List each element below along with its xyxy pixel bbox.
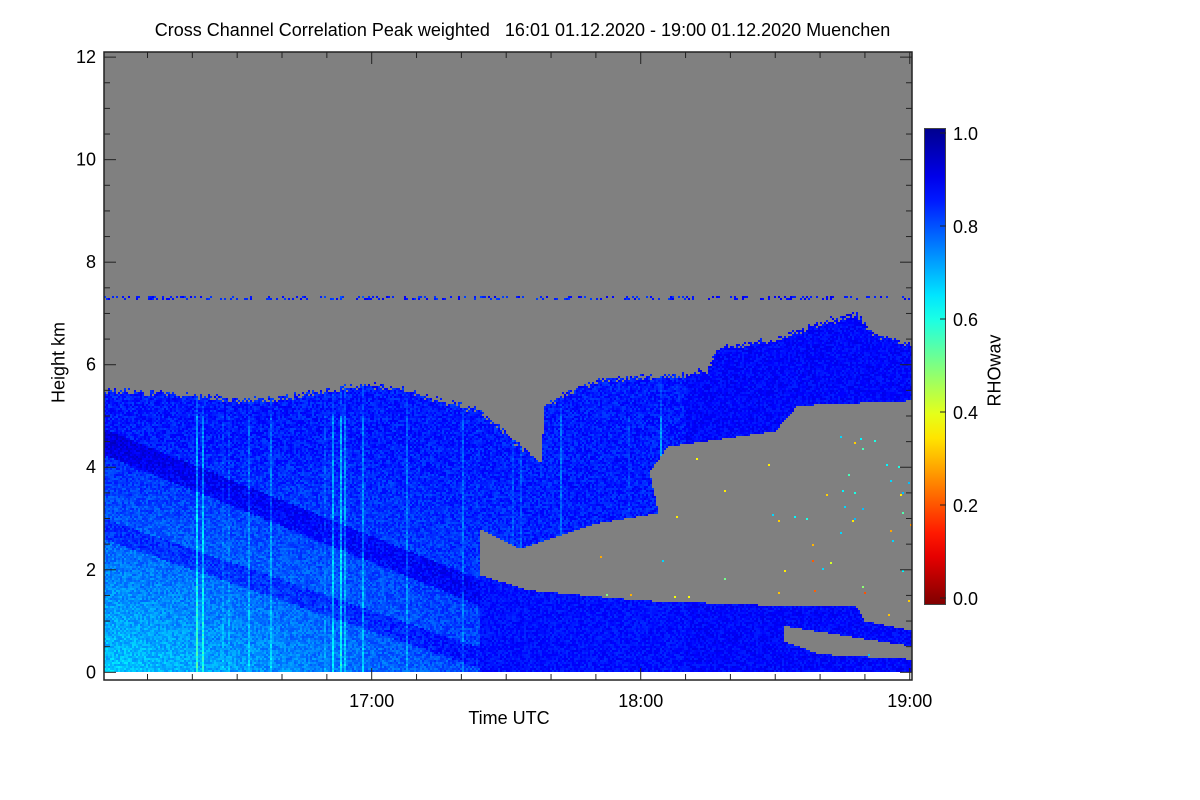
y-axis-label: Height km bbox=[48, 321, 69, 404]
colorbar-tick-label: 0.2 bbox=[953, 496, 978, 516]
colorbar-tick-label: 0.0 bbox=[953, 589, 978, 609]
y-tick-label: 4 bbox=[86, 457, 96, 477]
colorbar bbox=[924, 128, 946, 605]
y-tick-label: 6 bbox=[86, 355, 96, 375]
x-tick-label: 18:00 bbox=[618, 691, 663, 711]
x-axis-label: Time UTC bbox=[468, 708, 550, 728]
colorbar-tick-label: 0.4 bbox=[953, 403, 978, 423]
chart-title: Cross Channel Correlation Peak weighted … bbox=[154, 20, 891, 40]
axes: 17:00 18:00 19:00 0 2 4 6 8 10 12 bbox=[76, 47, 932, 711]
colorbar-tick-label: 1.0 bbox=[953, 124, 978, 144]
y-tick-label: 12 bbox=[76, 47, 96, 67]
colorbar-label: RHOwav bbox=[984, 334, 1005, 407]
x-tick-label: 17:00 bbox=[349, 691, 394, 711]
y-tick-label: 10 bbox=[76, 150, 96, 170]
plot-frame bbox=[103, 51, 913, 681]
y-tick-label: 2 bbox=[86, 560, 96, 580]
heatmap-canvas bbox=[104, 52, 912, 680]
colorbar-tick-label: 0.8 bbox=[953, 217, 978, 237]
y-tick-label: 8 bbox=[86, 252, 96, 272]
colorbar-tick-label: 0.6 bbox=[953, 310, 978, 330]
plot-area: 17:00 18:00 19:00 0 2 4 6 8 10 12 bbox=[76, 47, 932, 711]
x-tick-label: 19:00 bbox=[887, 691, 932, 711]
y-tick-label: 0 bbox=[86, 662, 96, 682]
